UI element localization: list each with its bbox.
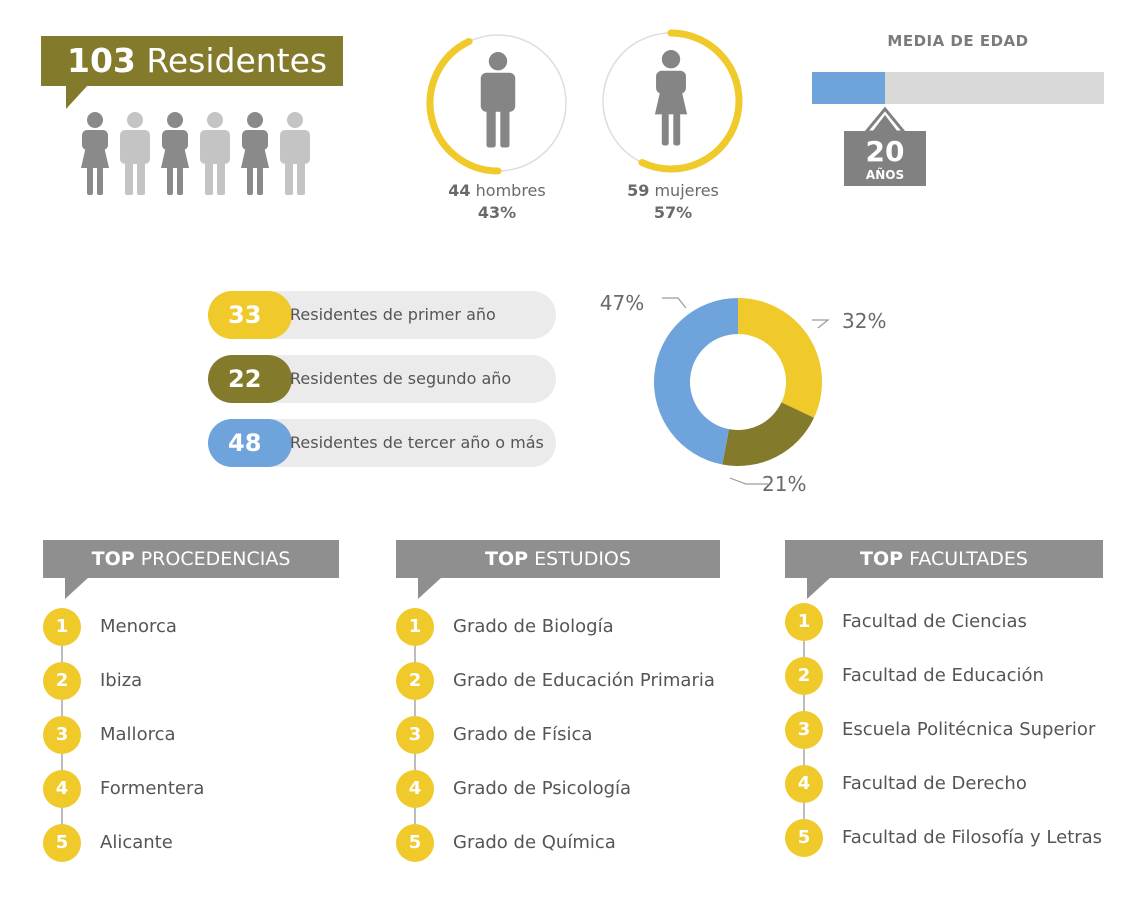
rank-badge: 5 — [43, 824, 81, 862]
top-header-bold: TOP — [860, 548, 904, 570]
rank-badge: 5 — [396, 824, 434, 862]
top-item-label: Grado de Biología — [453, 616, 614, 637]
rank-badge: 2 — [43, 662, 81, 700]
rank-badge: 1 — [43, 608, 81, 646]
top-header-pointer — [418, 577, 442, 599]
male-person-icon — [200, 112, 230, 195]
female-person-icon — [241, 112, 269, 195]
year-label: Residentes de segundo año — [290, 369, 512, 388]
slice-label: 21% — [762, 472, 806, 496]
male-count: 44 — [448, 181, 471, 200]
top-item-label: Facultad de Educación — [842, 665, 1044, 686]
age-bar-fill — [812, 72, 885, 104]
top-header-title: FACULTADES — [903, 548, 1028, 570]
year-donut-chart: 32% 21% 47% — [600, 291, 887, 496]
top-list-header: TOP PROCEDENCIAS — [43, 540, 339, 578]
slice-label: 32% — [842, 309, 886, 333]
female-stats: 59 mujeres 57% — [598, 180, 748, 224]
age-title: MEDIA DE EDAD — [887, 32, 1029, 50]
year-count: 33 — [208, 291, 292, 339]
rank-badge: 5 — [785, 819, 823, 857]
female-person-icon — [654, 50, 688, 146]
male-person-icon — [120, 112, 150, 195]
top-header-bold: TOP — [485, 548, 529, 570]
residents-title: 103 Residentes — [41, 36, 343, 86]
female-count: 59 — [627, 181, 650, 200]
top-item-label: Facultad de Filosofía y Letras — [842, 827, 1103, 848]
male-person-icon — [480, 52, 516, 148]
title-pointer — [66, 85, 88, 109]
ring-progress-arc — [638, 29, 743, 173]
male-ring — [426, 34, 567, 175]
residents-label: Residentes — [146, 41, 328, 80]
male-stats: 44 hombres 43% — [422, 180, 572, 224]
rank-badge: 2 — [785, 657, 823, 695]
rank-badge: 3 — [785, 711, 823, 749]
top-item-label: Alicante — [100, 832, 173, 853]
age-bar — [812, 72, 1104, 104]
year-pill-first: 33 Residentes de primer año — [208, 291, 556, 339]
slice-label: 47% — [600, 291, 644, 315]
top-header-pointer — [65, 577, 89, 599]
leader-line — [812, 319, 830, 329]
top-item-label: Grado de Psicología — [453, 778, 632, 799]
year-label: Residentes de primer año — [290, 305, 496, 324]
rank-badge: 1 — [396, 608, 434, 646]
slice-first-year — [738, 298, 822, 418]
top-list-header: TOP FACULTADES — [785, 540, 1103, 578]
male-percent: 43% — [477, 203, 517, 222]
top-item-label: Grado de Educación Primaria — [453, 670, 715, 691]
ring-progress-arc — [426, 37, 502, 175]
rank-badge: 4 — [785, 765, 823, 803]
female-label: mujeres — [654, 181, 719, 200]
female-ring — [602, 29, 743, 173]
top-header-pointer — [807, 577, 831, 599]
slice-third-year — [654, 298, 738, 465]
people-icons — [81, 112, 310, 195]
top-item-label: Facultad de Ciencias — [842, 611, 1027, 632]
female-person-icon — [161, 112, 189, 195]
age-badge: 20 AÑOS — [844, 131, 926, 186]
year-label: Residentes de tercer año o más — [290, 433, 544, 452]
top-list-header: TOP ESTUDIOS — [396, 540, 720, 578]
rank-badge: 3 — [43, 716, 81, 754]
top-item-label: Facultad de Derecho — [842, 773, 1027, 794]
top-header-title: ESTUDIOS — [528, 548, 631, 570]
rank-badge: 1 — [785, 603, 823, 641]
top-item-label: Grado de Física — [453, 724, 593, 745]
year-count: 48 — [208, 419, 292, 467]
leader-line — [662, 297, 687, 309]
year-count: 22 — [208, 355, 292, 403]
slice-second-year — [722, 402, 815, 466]
rank-badge: 4 — [43, 770, 81, 808]
top-item-label: Mallorca — [100, 724, 176, 745]
age-unit: AÑOS — [865, 168, 905, 182]
age-pointer — [864, 106, 906, 132]
top-item-label: Grado de Química — [453, 832, 616, 853]
male-person-icon — [280, 112, 310, 195]
male-label: hombres — [475, 181, 546, 200]
top-item-label: Escuela Politécnica Superior — [842, 719, 1096, 740]
rank-badge: 3 — [396, 716, 434, 754]
rank-badge: 2 — [396, 662, 434, 700]
female-percent: 57% — [653, 203, 693, 222]
top-item-label: Menorca — [100, 616, 177, 637]
age-value: 20 — [865, 135, 905, 168]
top-item-label: Ibiza — [100, 670, 143, 691]
rank-badge: 4 — [396, 770, 434, 808]
top-header-title: PROCEDENCIAS — [134, 548, 291, 570]
top-header-bold: TOP — [91, 548, 135, 570]
year-pill-third: 48 Residentes de tercer año o más — [208, 419, 556, 467]
top-item-label: Formentera — [100, 778, 205, 799]
residents-count: 103 — [67, 41, 136, 80]
female-person-icon — [81, 112, 109, 195]
leader-line — [729, 477, 768, 485]
year-pill-second: 22 Residentes de segundo año — [208, 355, 556, 403]
